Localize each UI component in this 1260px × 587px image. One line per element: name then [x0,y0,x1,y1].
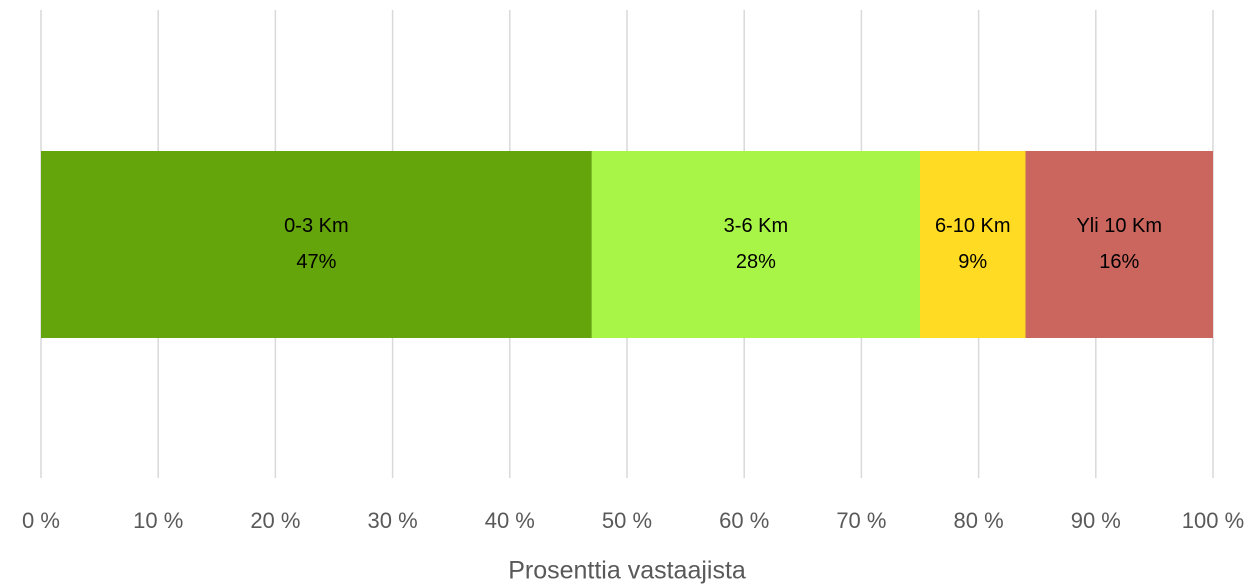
x-tick-label: 40 % [485,508,535,533]
x-tick-label: 20 % [250,508,300,533]
x-axis-title: Prosenttia vastaajista [508,557,746,585]
x-tick-label: 90 % [1071,508,1121,533]
data-label: 47% [296,251,336,273]
x-tick-label: 70 % [836,508,886,533]
segment-name: 0-3 Km [284,215,348,237]
x-tick-label: 60 % [719,508,769,533]
bar-segment [920,151,1026,338]
bar-segment [41,151,592,338]
bar-segment [1025,151,1213,338]
x-tick-label: 100 % [1182,508,1244,533]
data-label: 16% [1099,251,1139,273]
segment-name: Yli 10 Km [1076,215,1162,237]
data-label: 28% [736,251,776,273]
data-label: 9% [958,251,987,273]
bar-segment [591,151,920,338]
x-tick-label: 30 % [368,508,418,533]
x-tick-label: 0 % [22,508,60,533]
segment-name: 3-6 Km [724,215,788,237]
x-tick-label: 10 % [133,508,183,533]
x-tick-label: 50 % [602,508,652,533]
x-tick-label: 80 % [954,508,1004,533]
segment-name: 6-10 Km [935,215,1011,237]
